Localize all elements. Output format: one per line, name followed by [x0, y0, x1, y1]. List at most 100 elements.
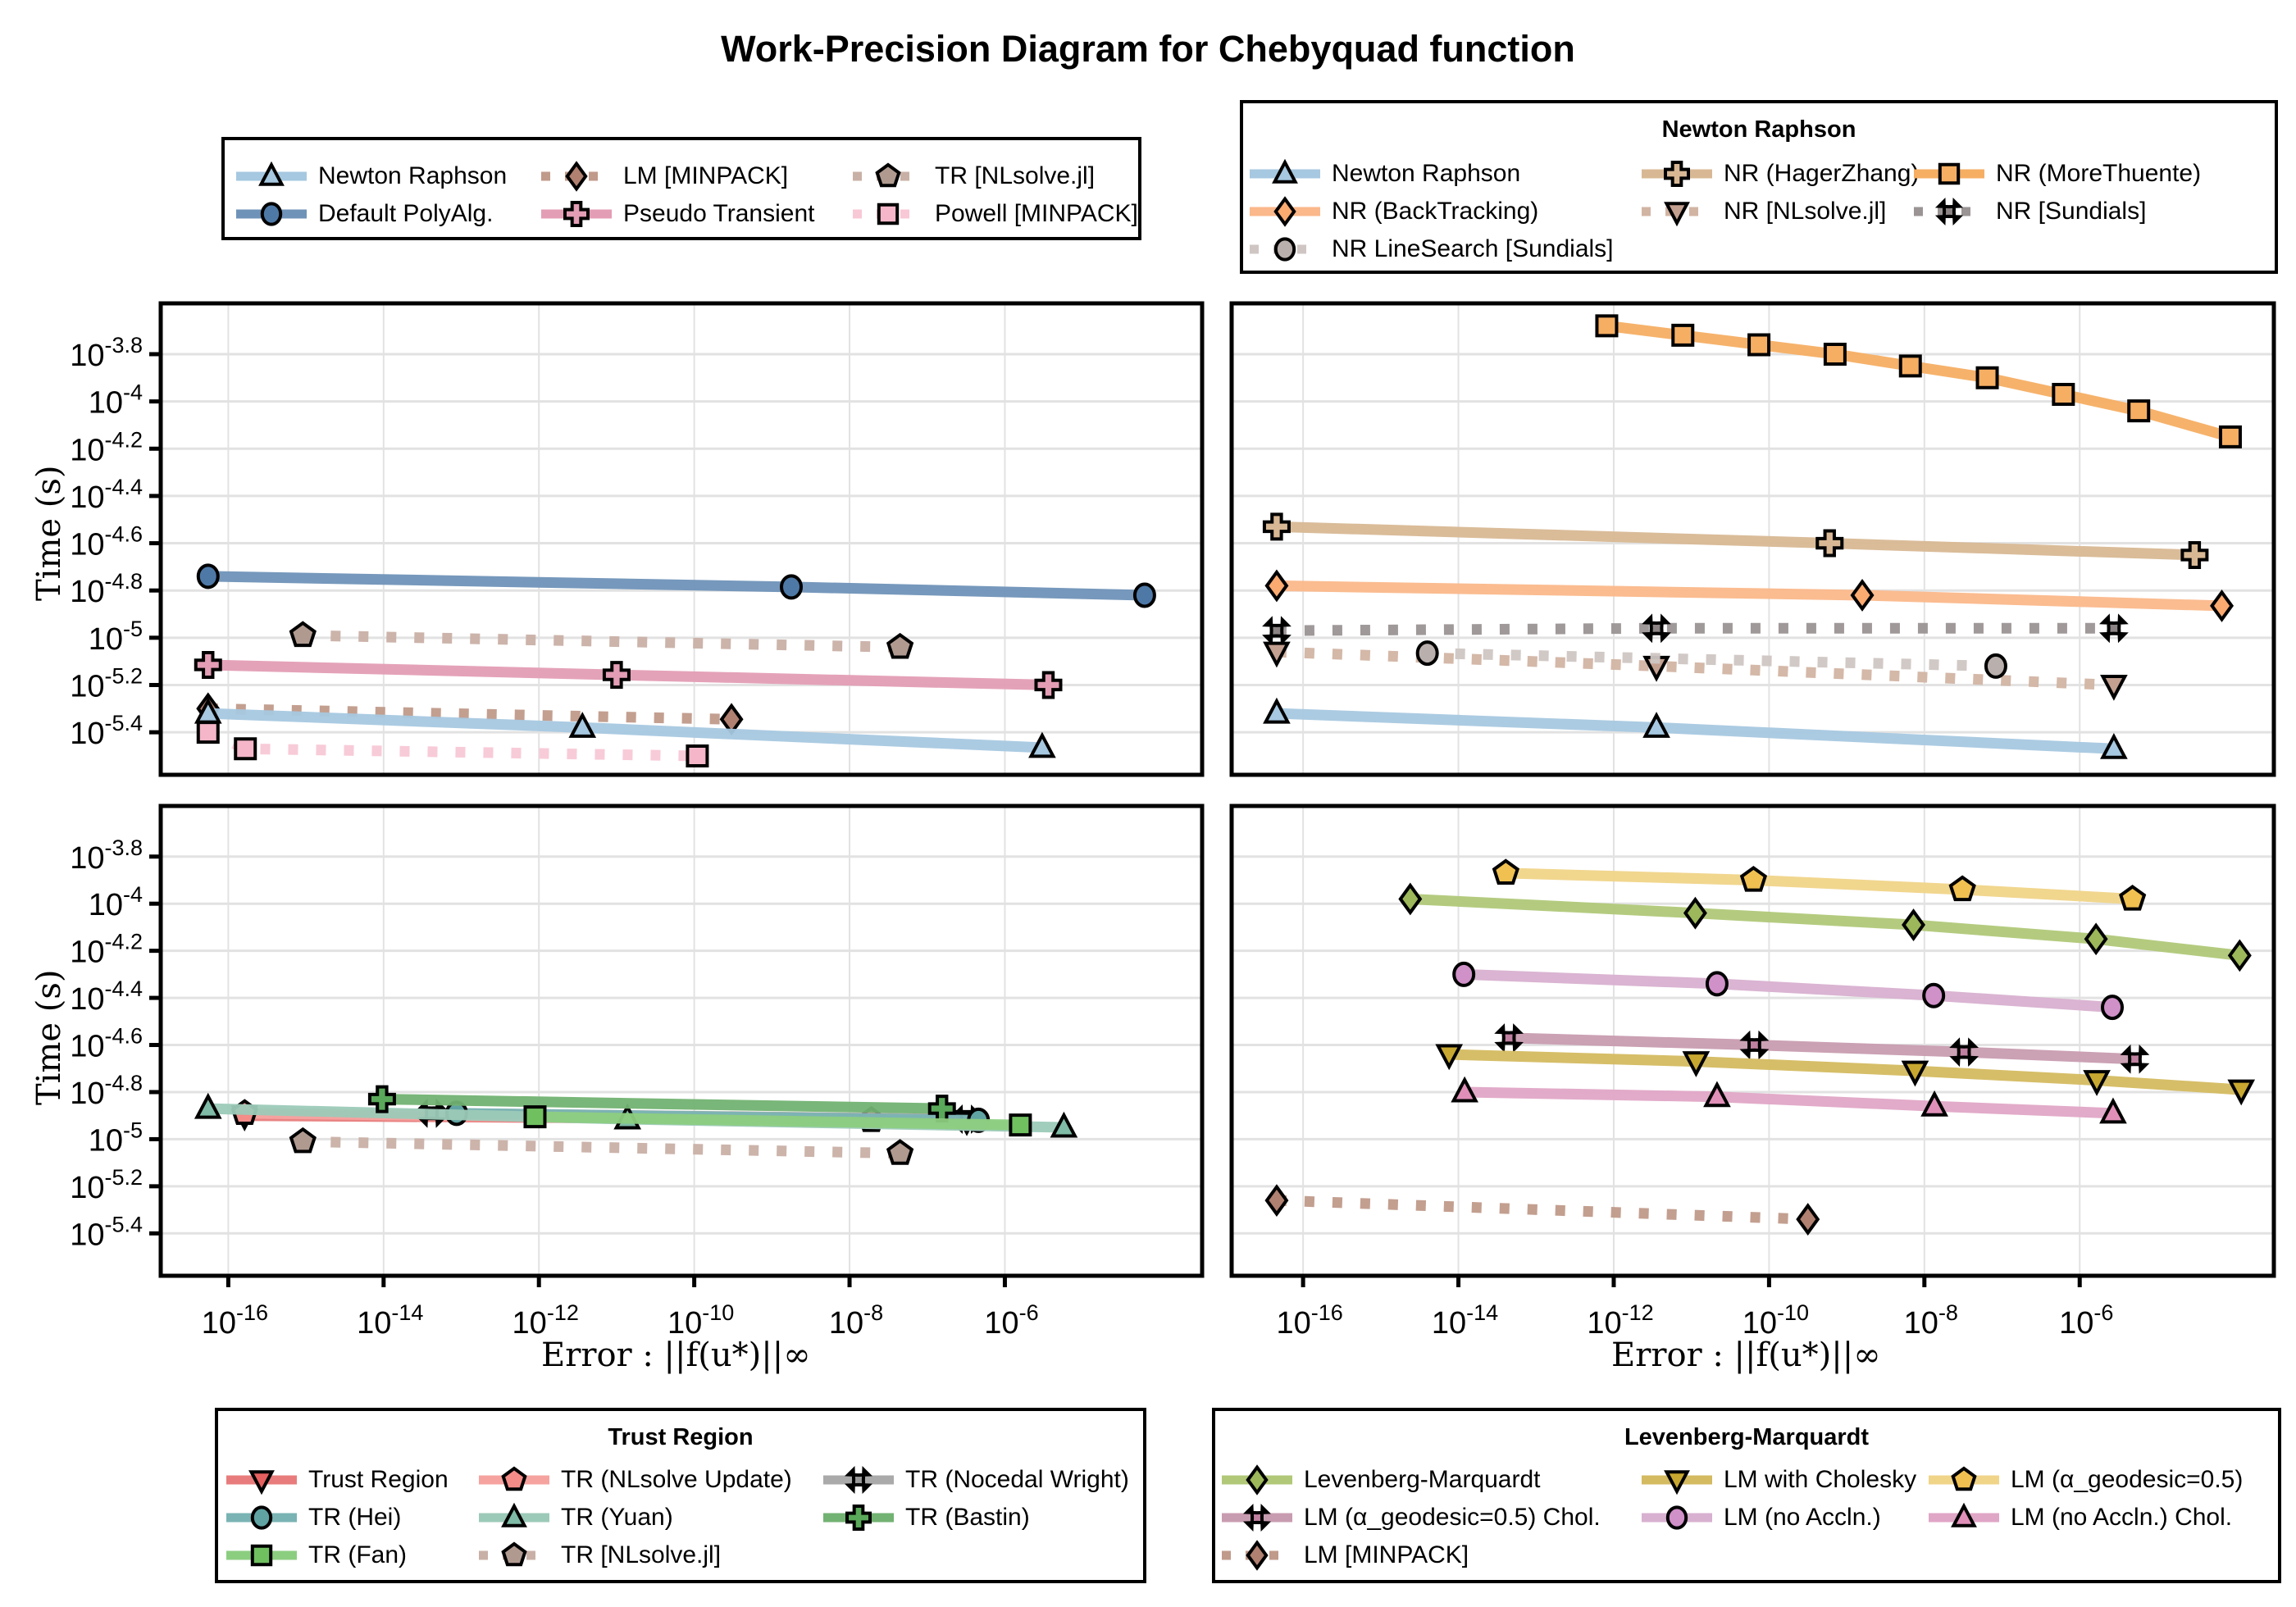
legend-item: NR (HagerZhang): [1638, 157, 1919, 190]
series-nr_ls_sundials: [1415, 640, 2007, 679]
data-point: [1415, 640, 1439, 667]
legend-item: NR (MoreThuente): [1911, 157, 2201, 190]
x-tick-label: 10-12: [512, 1300, 579, 1341]
data-point: [2210, 590, 2234, 622]
x-tick-label: 10-16: [1276, 1300, 1342, 1341]
y-tick-label: 10-4.8: [70, 569, 143, 609]
legend-marker: [1272, 158, 1298, 184]
legend-general: Newton Raphson LM [MINPACK] TR [NLsolve.jl…: [221, 137, 1141, 240]
legend-item: TR [NLsolve.jl]: [850, 160, 1095, 193]
legend-label: TR (Hei): [308, 1504, 402, 1531]
data-point: [1263, 697, 1291, 724]
data-point: [2127, 399, 2151, 423]
data-point: [2083, 1070, 2111, 1096]
y-tick-label: 10-3.8: [70, 333, 143, 373]
series-line: [207, 708, 1043, 753]
square-marker-icon: [226, 1544, 297, 1567]
legend-item: TR (Bastin): [820, 1501, 1030, 1534]
legend-marker: [1934, 197, 1964, 226]
legend-label: TR (Bastin): [905, 1504, 1030, 1531]
data-point: [2099, 1097, 2127, 1124]
legend-levenberg-marquardt: Levenberg-Marquardt Levenberg-Marquardt L…: [1212, 1408, 2281, 1583]
series-lm_chol: [1435, 1044, 2256, 1106]
series-line: [303, 1136, 900, 1159]
x-tick-label: 10-8: [829, 1300, 883, 1341]
data-point: [2101, 995, 2125, 1021]
legend-label: NR (HagerZhang): [1724, 160, 1920, 187]
data-point: [1262, 512, 1291, 541]
legend-marker: [1664, 202, 1690, 227]
legend-item: LM (α_geodesic=0.5): [1925, 1464, 2243, 1496]
data-point: [1984, 653, 2007, 679]
series-lm_minpack: [1264, 1184, 1820, 1236]
data-point: [1671, 323, 1695, 347]
legend-marker: [844, 1465, 873, 1495]
x-marker-icon: [1914, 197, 1984, 226]
pentagon-marker-icon: [1929, 1466, 1999, 1491]
x-axis-label-text: Error : ||f(u*)||∞: [541, 1336, 811, 1374]
triangle-up-marker-icon: [236, 161, 307, 186]
legend-item: TR [NLsolve.jl]: [476, 1539, 721, 1572]
data-point: [1739, 866, 1768, 892]
data-point: [289, 621, 317, 648]
legend-item: LM (no Accln.) Chol.: [1925, 1501, 2232, 1534]
legend-marker: [1242, 1503, 1272, 1532]
data-point: [1703, 1081, 1731, 1108]
legend-item: Newton Raphson: [233, 160, 507, 193]
legend-title: Trust Region: [608, 1424, 754, 1450]
x-tick-label: 10-14: [357, 1300, 423, 1341]
data-point: [1682, 1051, 1711, 1077]
x-marker-icon: [823, 1465, 894, 1495]
legend-label: Levenberg-Marquardt: [1304, 1466, 1541, 1493]
x-marker-icon: [1222, 1503, 1292, 1532]
data-point: [1739, 1030, 1770, 1060]
data-point: [886, 1139, 914, 1165]
data-point: [2119, 885, 2147, 911]
legend-item: Pseudo Transient: [538, 198, 814, 230]
data-point: [194, 1092, 222, 1119]
legend-label: LM with Cholesky: [1724, 1466, 1917, 1493]
series-nr_bt: [1264, 569, 2234, 622]
series-line: [1427, 648, 1997, 671]
legend-marker: [1246, 1464, 1269, 1495]
data-point: [1901, 1060, 1929, 1087]
data-point: [1922, 982, 1946, 1008]
x-tick-label: 10-6: [984, 1300, 1038, 1341]
series-powell: [196, 721, 709, 767]
series-polyalg: [196, 563, 1156, 608]
y-tick-label: 10-4.4: [70, 475, 143, 515]
legend-marker: [1938, 162, 1961, 185]
data-point: [2227, 1079, 2256, 1106]
legend-item: Powell [MINPACK]: [850, 198, 1138, 230]
legend-item: LM with Cholesky: [1638, 1464, 1916, 1496]
legend-item: TR (Hei): [223, 1501, 401, 1534]
diamond-marker-icon: [1222, 1464, 1292, 1495]
data-point: [1028, 731, 1056, 758]
data-point: [1815, 529, 1844, 558]
y-tick-label: 10-5.4: [70, 711, 143, 751]
data-point: [1747, 333, 1771, 357]
data-point: [1034, 671, 1063, 699]
legend-item: TR (Fan): [223, 1539, 407, 1572]
triangle-down-marker-icon: [1642, 202, 1712, 227]
x-tick-label: 10-6: [2059, 1300, 2113, 1341]
series-tr_nlsolve: [289, 621, 914, 659]
diamond-marker-icon: [541, 161, 612, 192]
data-point: [1796, 1203, 1820, 1236]
data-point: [1492, 858, 1519, 885]
cross-marker-icon: [1642, 161, 1712, 187]
legend-marker: [248, 1470, 275, 1495]
data-point: [1595, 314, 1619, 338]
legend-marker: [1664, 1470, 1690, 1495]
series-line: [381, 1094, 942, 1114]
legend-label: TR (Yuan): [561, 1504, 673, 1531]
legend-label: LM (α_geodesic=0.5): [2011, 1466, 2244, 1493]
data-point: [1264, 569, 1289, 603]
triangle-up-marker-icon: [1929, 1502, 1999, 1527]
y-tick-label: 10-4.4: [70, 976, 143, 1017]
y-tick-label: 10-4: [89, 380, 143, 421]
circle-marker-icon: [226, 1505, 297, 1530]
data-point: [523, 1105, 547, 1129]
data-point: [1850, 579, 1875, 612]
circle-marker-icon: [1250, 237, 1320, 262]
